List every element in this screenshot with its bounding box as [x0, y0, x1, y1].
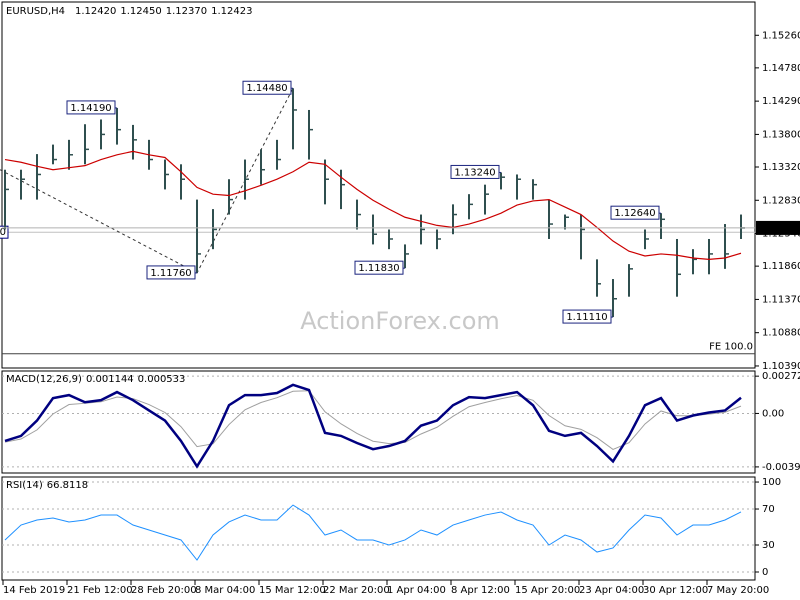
y-tick-label: 1.11370 [762, 294, 800, 305]
y-tick-label: 1.14290 [762, 96, 800, 107]
y-tick-label: 70 [762, 504, 775, 515]
price-label: 1.12640 [614, 208, 655, 219]
x-tick-label: 14 Feb 2019 [3, 585, 65, 596]
quote: 1.12420 [75, 6, 116, 17]
moving-average [4, 150, 742, 260]
price-panel [1, 1, 756, 369]
indicator-value: 0.000533 [138, 374, 186, 385]
quote: 1.12423 [211, 6, 252, 17]
x-tick-label: 21 Feb 12:00 [67, 585, 133, 596]
y-tick-label: 1.10880 [762, 328, 800, 339]
x-tick-label: 15 Apr 20:00 [515, 585, 580, 596]
y-tick-label: 1.11860 [762, 261, 800, 272]
symbol: EURUSD,H4 [6, 6, 65, 17]
chart-title: EURUSD,H4 1.12420 1.12450 1.12370 1.12423 [6, 6, 252, 17]
rsi-panel [1, 476, 756, 581]
y-tick-label: 1.15260 [762, 30, 800, 41]
macd-panel [1, 370, 756, 474]
indicator-value: 0.001144 [86, 374, 134, 385]
y-tick-label: 1.14780 [762, 63, 800, 74]
indicator-line [4, 504, 742, 561]
x-tick-label: 15 Mar 12:00 [259, 585, 326, 596]
y-tick-label: 0.002723 [762, 371, 800, 382]
x-tick-label: 30 Apr 12:00 [643, 585, 708, 596]
price-label: 1.11830 [358, 263, 399, 274]
x-tick-label: 7 May 20:00 [707, 585, 769, 596]
indicator-title: RSI(14) 66.8118 [6, 480, 88, 491]
y-tick-label: 30 [762, 540, 775, 551]
current-price: 1.12423 [760, 223, 800, 234]
y-tick-label: -0.003905 [762, 462, 800, 473]
x-tick-label: 1 Apr 04:00 [387, 585, 446, 596]
x-tick-label: 8 Mar 04:00 [195, 585, 255, 596]
y-tick-label: 0 [762, 567, 768, 578]
indicator-title: MACD(12,26,9) 0.001144 0.000533 [6, 374, 185, 385]
indicator-name: RSI(14) [6, 480, 43, 491]
y-tick-label: 1.13320 [762, 162, 800, 173]
x-tick-label: 23 Apr 04:00 [579, 585, 644, 596]
x-tick-label: 28 Feb 20:00 [131, 585, 197, 596]
current-price-box [756, 220, 800, 235]
quote: 1.12370 [166, 6, 207, 17]
indicator-name: MACD(12,26,9) [6, 374, 82, 385]
indicator-value: 66.8118 [47, 480, 88, 491]
price-label: 1.11110 [566, 312, 607, 323]
y-tick-label: 1.12830 [762, 195, 800, 206]
price-label: 1.14190 [70, 103, 111, 114]
watermark: ActionForex.com [300, 307, 500, 335]
y-tick-label: 100 [762, 477, 781, 488]
price-label: 1.11760 [150, 268, 191, 279]
x-tick-label: 22 Mar 20:00 [323, 585, 390, 596]
fib-label: 0 [0, 227, 6, 238]
y-tick-label: 0.00 [762, 408, 784, 419]
fib-label-box [0, 225, 9, 239]
indicator-line [4, 383, 742, 469]
y-tick-label: 1.10390 [762, 361, 800, 372]
price-label: 1.14480 [246, 83, 287, 94]
quote: 1.12450 [120, 6, 161, 17]
y-tick-label: 1.13800 [762, 129, 800, 140]
price-label: 1.13240 [454, 167, 495, 178]
fib-label: FE 100.0 [709, 342, 753, 353]
x-tick-label: 8 Apr 12:00 [451, 585, 510, 596]
